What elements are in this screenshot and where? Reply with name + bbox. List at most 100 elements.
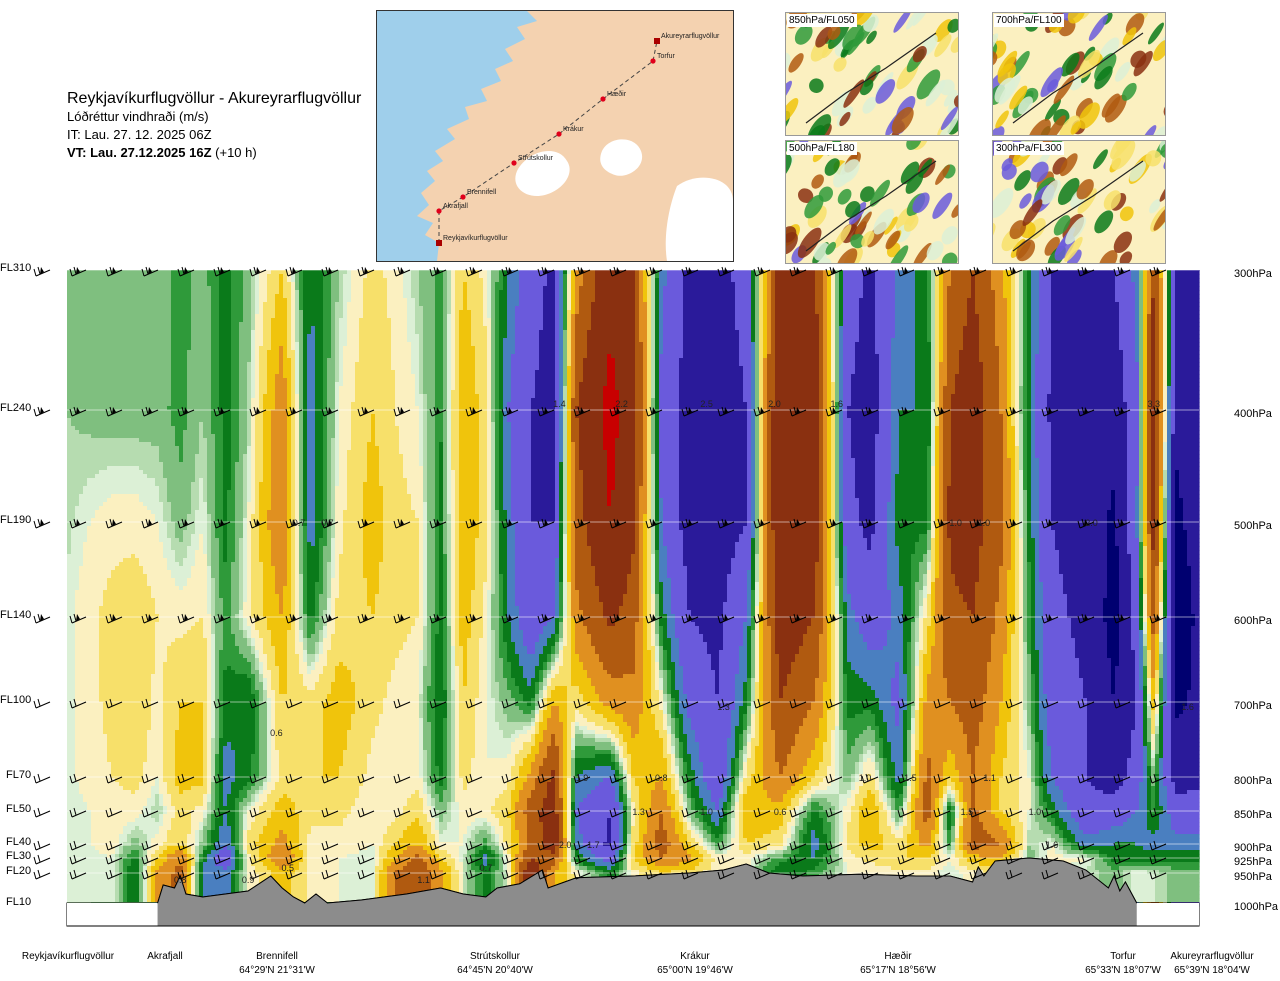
field-cell [79, 362, 84, 367]
field-cell [103, 790, 108, 795]
field-cell [95, 702, 100, 707]
field-cell [91, 722, 96, 727]
field-cell [139, 682, 144, 687]
field-cell [95, 814, 100, 819]
field-cell [175, 350, 180, 355]
field-cell [75, 466, 80, 471]
field-cell [71, 766, 76, 771]
field-cell [103, 746, 108, 751]
field-cell [135, 714, 140, 719]
field-cell [167, 662, 172, 667]
thumbnail-850[interactable]: 850hPa/FL050 [785, 12, 959, 136]
field-cell [167, 434, 172, 439]
field-cell [115, 338, 120, 343]
field-cell [103, 490, 108, 495]
field-cell [135, 278, 140, 283]
field-cell [87, 570, 92, 575]
field-cell [83, 734, 88, 739]
field-cell [135, 526, 140, 531]
field-cell [131, 670, 136, 675]
field-cell [123, 890, 128, 895]
field-cell [163, 850, 168, 855]
thumbnail-700[interactable]: 700hPa/FL100 [992, 12, 1166, 136]
field-cell [71, 546, 76, 551]
field-cell [159, 586, 164, 591]
field-cell [151, 374, 156, 379]
field-cell [123, 634, 128, 639]
field-cell [95, 538, 100, 543]
field-cell [155, 306, 160, 311]
field-cell [151, 594, 156, 599]
field-cell [143, 366, 148, 371]
field-cell [107, 786, 112, 791]
field-cell [111, 578, 116, 583]
field-cell [175, 378, 180, 383]
field-cell [103, 538, 108, 543]
field-cell [159, 346, 164, 351]
field-cell [119, 710, 124, 715]
field-cell [119, 782, 124, 787]
field-cell [75, 650, 80, 655]
field-cell [127, 578, 132, 583]
field-cell [167, 786, 172, 791]
field-cell [135, 894, 140, 899]
field-cell [111, 570, 116, 575]
field-cell [111, 302, 116, 307]
field-cell [139, 490, 144, 495]
field-cell [75, 802, 80, 807]
field-cell [119, 442, 124, 447]
field-cell [71, 550, 76, 555]
field-cell [155, 750, 160, 755]
field-cell [183, 458, 188, 463]
field-cell [107, 390, 112, 395]
field-cell [83, 686, 88, 691]
field-cell [147, 666, 152, 671]
field-cell [103, 798, 108, 803]
field-cell [87, 394, 92, 399]
field-cell [155, 606, 160, 611]
field-cell [71, 530, 76, 535]
field-cell [131, 874, 136, 879]
field-cell [143, 798, 148, 803]
field-cell [127, 354, 132, 359]
field-cell [147, 310, 152, 315]
field-cell [143, 562, 148, 567]
field-cell [183, 314, 188, 319]
field-cell [159, 462, 164, 467]
field-cell [151, 366, 156, 371]
field-cell [111, 482, 116, 487]
field-cell [123, 598, 128, 603]
field-cell [123, 630, 128, 635]
field-cell [95, 646, 100, 651]
field-cell [87, 686, 92, 691]
field-cell [151, 638, 156, 643]
field-cell [119, 754, 124, 759]
field-cell [127, 834, 132, 839]
field-cell [83, 558, 88, 563]
field-cell [175, 694, 180, 699]
field-cell [175, 726, 180, 731]
field-cell [91, 442, 96, 447]
field-cell [175, 366, 180, 371]
field-cell [171, 498, 176, 503]
field-cell [123, 550, 128, 555]
field-cell [155, 302, 160, 307]
field-cell [75, 566, 80, 571]
field-cell [159, 486, 164, 491]
field-cell [119, 594, 124, 599]
field-cell [155, 346, 160, 351]
field-cell [115, 630, 120, 635]
waypoint-marker [650, 58, 656, 64]
field-cell [135, 626, 140, 631]
field-cell [119, 378, 124, 383]
field-cell [67, 290, 72, 295]
field-cell [139, 530, 144, 535]
field-cell [71, 346, 76, 351]
field-cell [83, 402, 88, 407]
field-cell [87, 450, 92, 455]
field-cell [75, 386, 80, 391]
field-cell [103, 282, 108, 287]
field-cell [131, 506, 136, 511]
field-cell [83, 502, 88, 507]
field-cell [123, 318, 128, 323]
